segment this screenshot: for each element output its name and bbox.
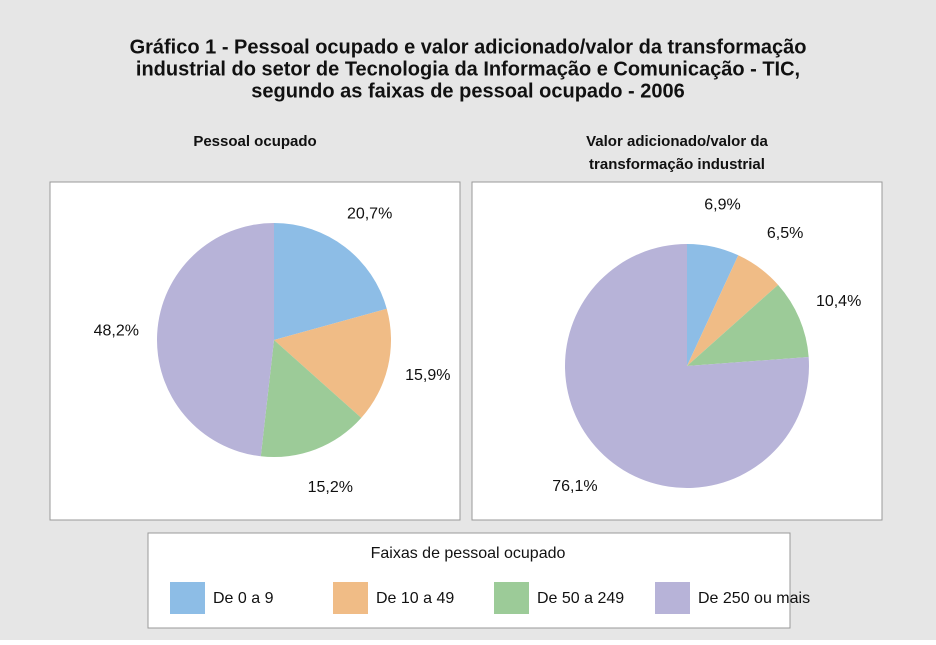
legend-swatch <box>655 582 690 614</box>
data-label: 6,9% <box>704 196 740 213</box>
legend-label: De 250 ou mais <box>698 590 810 607</box>
legend-swatch <box>170 582 205 614</box>
chart-title: industrial do setor de Tecnologia da Inf… <box>136 58 800 80</box>
data-label: 10,4% <box>816 293 861 310</box>
pie-slice <box>274 223 387 340</box>
subplot-title: Valor adicionado/valor da <box>586 133 768 150</box>
data-label: 6,5% <box>767 225 803 242</box>
pie-slice <box>274 308 392 418</box>
chart-title: segundo as faixas de pessoal ocupado - 2… <box>251 80 685 102</box>
legend-label: De 50 a 249 <box>537 590 624 607</box>
subplot-title: Pessoal ocupado <box>193 133 316 150</box>
pie-slice <box>687 284 809 366</box>
data-label: 15,9% <box>405 367 450 384</box>
data-label: 48,2% <box>94 322 139 339</box>
data-label: 15,2% <box>308 479 353 496</box>
subplot-title: transformação industrial <box>589 156 765 173</box>
data-label: 76,1% <box>552 478 597 495</box>
chart-title: Gráfico 1 - Pessoal ocupado e valor adic… <box>130 36 807 58</box>
legend-swatch <box>494 582 529 614</box>
pie-slice <box>564 244 809 489</box>
data-label: 20,7% <box>347 206 392 223</box>
legend-label: De 0 a 9 <box>213 590 274 607</box>
pie-slice <box>156 223 274 457</box>
legend-swatch <box>333 582 368 614</box>
legend-label: De 10 a 49 <box>376 590 454 607</box>
pie-slice <box>260 340 362 458</box>
pie-slice <box>687 255 779 366</box>
pie-slice <box>687 244 739 366</box>
legend-title: Faixas de pessoal ocupado <box>371 545 566 562</box>
